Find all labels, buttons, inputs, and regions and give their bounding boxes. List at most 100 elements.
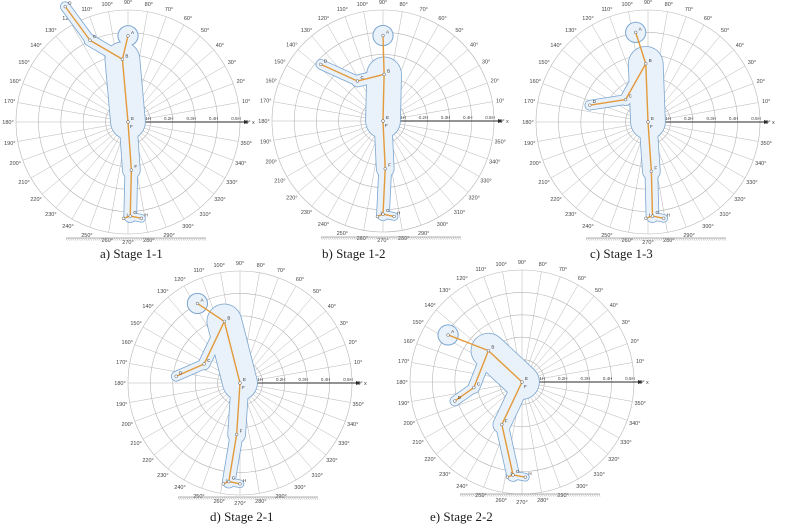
joint-label: A bbox=[451, 329, 454, 334]
floor-hatch-stroke bbox=[358, 237, 361, 240]
angle-label: 290° bbox=[163, 233, 174, 239]
floor-hatch-stroke bbox=[87, 238, 90, 241]
angle-label: 160° bbox=[122, 340, 133, 346]
skeleton-bone bbox=[382, 34, 385, 76]
floor-hatch-stroke bbox=[693, 238, 696, 241]
grid-spoke bbox=[127, 102, 239, 123]
angle-label: 310° bbox=[311, 473, 322, 479]
radial-label: 0.5H bbox=[231, 116, 241, 121]
angle-label: 50° bbox=[721, 28, 729, 34]
skeleton-bone bbox=[589, 98, 627, 106]
angle-label: 20° bbox=[631, 339, 639, 345]
angle-label: 270° bbox=[377, 238, 388, 244]
joint-label: G bbox=[516, 469, 520, 474]
floor-hatch-stroke bbox=[347, 237, 350, 240]
angle-label: 130° bbox=[45, 28, 56, 34]
origin-label: F bbox=[242, 385, 245, 390]
grid-spoke bbox=[311, 120, 384, 207]
floor-hatch-stroke bbox=[590, 238, 593, 241]
joint-marker bbox=[174, 374, 178, 378]
floor-hatch-stroke bbox=[512, 494, 515, 497]
floor-hatch-stroke bbox=[466, 494, 469, 497]
joint-marker bbox=[63, 4, 67, 9]
grid-spoke bbox=[239, 382, 326, 456]
floor-hatch-stroke bbox=[182, 238, 185, 241]
x-axis-arrow bbox=[764, 120, 769, 124]
floor-hatch-stroke bbox=[270, 497, 273, 500]
skeleton-bone bbox=[473, 349, 490, 389]
floor-hatch-stroke bbox=[669, 238, 672, 241]
angle-label: 70° bbox=[277, 268, 285, 274]
skeleton-bone bbox=[121, 58, 129, 123]
angle-label: 150° bbox=[274, 60, 285, 66]
floor-hatch-stroke bbox=[691, 238, 694, 241]
angle-label: 200° bbox=[122, 422, 133, 428]
angle-label: 20° bbox=[491, 78, 499, 84]
floor-hatch-stroke bbox=[473, 494, 475, 497]
floor-hatch-stroke bbox=[499, 494, 502, 497]
joint-marker bbox=[126, 34, 130, 38]
floor-hatch-stroke bbox=[521, 494, 524, 497]
floor-hatch-stroke bbox=[349, 237, 352, 240]
floor-hatch-stroke bbox=[389, 237, 391, 240]
floor-hatch-stroke bbox=[199, 497, 202, 500]
angle-label: 110° bbox=[337, 7, 348, 13]
floor-hatch-stroke bbox=[682, 238, 685, 241]
skeleton-bone bbox=[129, 169, 133, 217]
floor-hatch-stroke bbox=[506, 494, 508, 497]
radial-label: 0.3H bbox=[580, 376, 590, 381]
joint-marker bbox=[644, 62, 648, 66]
floor-hatch-stroke bbox=[173, 238, 176, 241]
skeleton-bone bbox=[624, 63, 647, 101]
floor-hatch-stroke bbox=[171, 238, 174, 241]
angle-label: 260° bbox=[357, 236, 368, 242]
joint-label: I bbox=[226, 478, 227, 483]
grid-spoke bbox=[537, 102, 649, 123]
floor-hatch-stroke bbox=[210, 497, 213, 500]
angle-label: 0° bbox=[245, 120, 250, 126]
angle-label: 340° bbox=[755, 161, 766, 167]
floor-hatch-stroke bbox=[475, 494, 478, 497]
angle-label: 290° bbox=[418, 231, 429, 237]
floor-hatch-stroke bbox=[329, 237, 332, 240]
skeleton-bone bbox=[501, 423, 514, 476]
grid-spoke bbox=[521, 381, 608, 455]
angle-label: 250° bbox=[81, 233, 92, 239]
floor-hatch-stroke bbox=[296, 497, 299, 500]
joint-label: H bbox=[397, 210, 400, 215]
floor-hatch-stroke bbox=[567, 494, 570, 497]
floor-hatch-stroke bbox=[583, 494, 585, 497]
radial-label: 0.2H bbox=[419, 115, 429, 120]
joint-label: G bbox=[386, 208, 390, 213]
floor-hatch-stroke bbox=[127, 238, 130, 241]
skeleton-bone bbox=[651, 215, 665, 220]
floor-hatch-stroke bbox=[532, 494, 535, 497]
floor-hatch-stroke bbox=[687, 238, 689, 241]
joint-label: G bbox=[655, 210, 659, 215]
joint-marker bbox=[523, 475, 528, 479]
angle-label: 0° bbox=[765, 120, 770, 126]
floor-hatch-stroke bbox=[164, 238, 167, 241]
angle-label: 100° bbox=[621, 2, 632, 8]
floor-hatch-stroke bbox=[477, 494, 480, 497]
floor-hatch-stroke bbox=[667, 238, 670, 241]
panel-stage-2-1: 0° 10° 20° 30° 40° 50° 60° 70° 80° 90° 100° 110° 120… bbox=[114, 261, 367, 524]
angle-label: 180° bbox=[2, 120, 13, 126]
floor-hatch-stroke bbox=[320, 237, 323, 240]
angle-label: 270° bbox=[642, 240, 653, 246]
floor-hatch-stroke bbox=[400, 237, 402, 240]
angle-label: 50° bbox=[455, 28, 463, 34]
grid-spoke bbox=[17, 121, 129, 142]
angle-label: 120° bbox=[582, 16, 593, 22]
floor-hatch-stroke bbox=[364, 237, 367, 240]
angle-label: 350° bbox=[240, 141, 251, 147]
angle-label: 260° bbox=[621, 238, 632, 244]
joint-marker bbox=[120, 57, 125, 61]
floor-hatch-stroke bbox=[232, 497, 235, 500]
floor-hatch-stroke bbox=[342, 237, 345, 240]
floor-hatch-stroke bbox=[720, 238, 722, 241]
skeleton-bone bbox=[382, 73, 385, 122]
joint-label: B bbox=[125, 53, 128, 58]
floor-hatch-stroke bbox=[594, 494, 596, 497]
